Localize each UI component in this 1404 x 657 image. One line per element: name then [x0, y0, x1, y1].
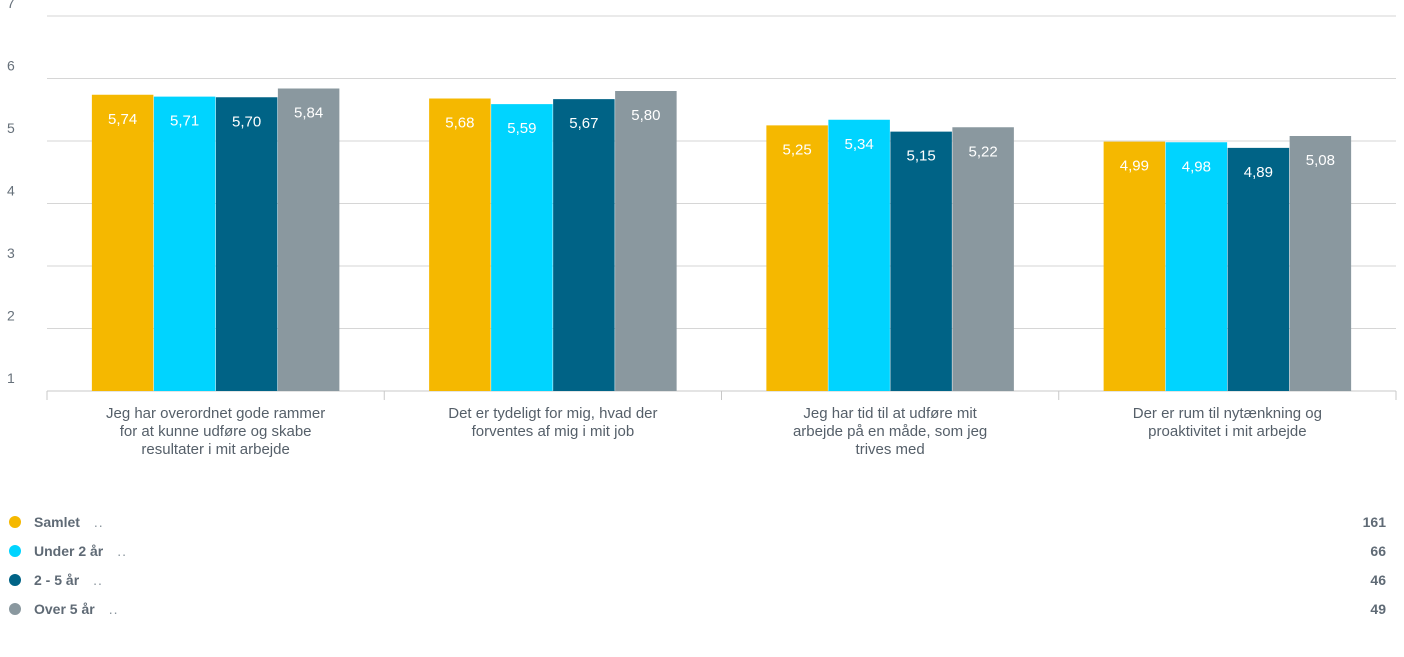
legend-label: Over 5 år..	[34, 601, 119, 617]
bar[interactable]	[1227, 147, 1290, 391]
legend-item-samlet[interactable]: Samlet.. 161	[0, 510, 1404, 539]
legend-item-under-2-ar[interactable]: Under 2 år.. 66	[0, 539, 1404, 568]
bar[interactable]	[1289, 136, 1352, 391]
bar[interactable]	[429, 98, 491, 392]
legend-item-over-5-ar[interactable]: Over 5 år.. 49	[0, 597, 1404, 626]
bar[interactable]	[890, 131, 952, 391]
bar-value-label: 5,59	[507, 120, 536, 137]
legend-dots: ..	[93, 572, 103, 588]
bar-value-label: 5,71	[170, 113, 199, 130]
bar-value-label: 5,70	[232, 113, 261, 130]
bar-value-label: 5,67	[569, 115, 598, 132]
bar[interactable]	[215, 97, 278, 391]
x-category-label: Det er tydeligt for mig, hvad der	[448, 405, 657, 422]
x-category-label: resultater i mit arbejde	[141, 441, 289, 458]
bar[interactable]	[553, 99, 615, 391]
bar[interactable]	[277, 88, 340, 392]
legend-marker	[9, 574, 21, 586]
bar-value-label: 5,34	[845, 136, 874, 153]
x-category-label: Jeg har tid til at udføre mit	[803, 405, 977, 422]
x-category-label: trives med	[856, 441, 925, 458]
bar-value-label: 5,74	[108, 111, 137, 128]
legend-count: 49	[1370, 601, 1386, 617]
bar-value-label: 4,99	[1120, 158, 1149, 175]
legend-marker	[9, 516, 21, 528]
legend-label: Under 2 år..	[34, 543, 128, 559]
legend-dots: ..	[108, 601, 119, 617]
y-tick-label: 6	[7, 58, 15, 74]
bar[interactable]	[1103, 141, 1166, 391]
bar-value-label: 5,08	[1306, 152, 1335, 169]
y-tick-label: 1	[7, 370, 15, 386]
legend-dots: ..	[117, 543, 128, 559]
bar-value-label: 5,22	[969, 143, 998, 160]
bar[interactable]	[766, 125, 828, 391]
bar[interactable]	[91, 94, 154, 391]
y-tick-label: 4	[7, 183, 15, 199]
legend-marker	[9, 603, 21, 615]
bar[interactable]	[153, 96, 216, 391]
bar-value-label: 5,15	[907, 148, 936, 165]
legend-count: 46	[1370, 572, 1386, 588]
legend-count: 161	[1362, 514, 1386, 530]
y-tick-label: 3	[7, 245, 15, 261]
bar-value-label: 5,68	[445, 115, 474, 132]
bar[interactable]	[952, 127, 1014, 391]
x-category-label: Jeg har overordnet gode rammer	[106, 405, 325, 422]
bar[interactable]	[491, 104, 553, 391]
y-tick-label: 2	[7, 308, 15, 324]
legend: Samlet.. 161 Under 2 år.. 66 2 - 5 år.. …	[0, 510, 1404, 626]
legend-label: Samlet..	[34, 514, 104, 530]
bar[interactable]	[828, 119, 890, 391]
x-category-label: proaktivitet i mit arbejde	[1148, 423, 1306, 440]
legend-item-2-5-ar[interactable]: 2 - 5 år.. 46	[0, 568, 1404, 597]
bar[interactable]	[1165, 142, 1228, 391]
y-tick-label: 5	[7, 120, 15, 136]
bar-value-label: 5,84	[294, 105, 323, 122]
bar-value-label: 5,80	[631, 107, 660, 124]
bar-chart: 1 2 3 4 5 6 7 5,74 5,71 5,70 5,84 Jeg har overordne…	[7, 0, 1397, 458]
bar-value-label: 4,98	[1182, 158, 1211, 175]
bar-value-label: 5,25	[783, 141, 812, 158]
legend-marker	[9, 545, 21, 557]
legend-count: 66	[1370, 543, 1386, 559]
x-category-label: for at kunne udføre og skabe	[120, 423, 312, 440]
bar-value-label: 4,89	[1244, 164, 1273, 181]
bar[interactable]	[615, 91, 677, 391]
x-category-label: arbejde på en måde, som jeg	[793, 423, 987, 440]
legend-dots: ..	[93, 514, 104, 530]
x-category-label: forventes af mig i mit job	[472, 423, 635, 440]
y-tick-label: 7	[7, 0, 15, 11]
legend-label: 2 - 5 år..	[34, 572, 103, 588]
x-category-label: Der er rum til nytænkning og	[1133, 405, 1322, 422]
